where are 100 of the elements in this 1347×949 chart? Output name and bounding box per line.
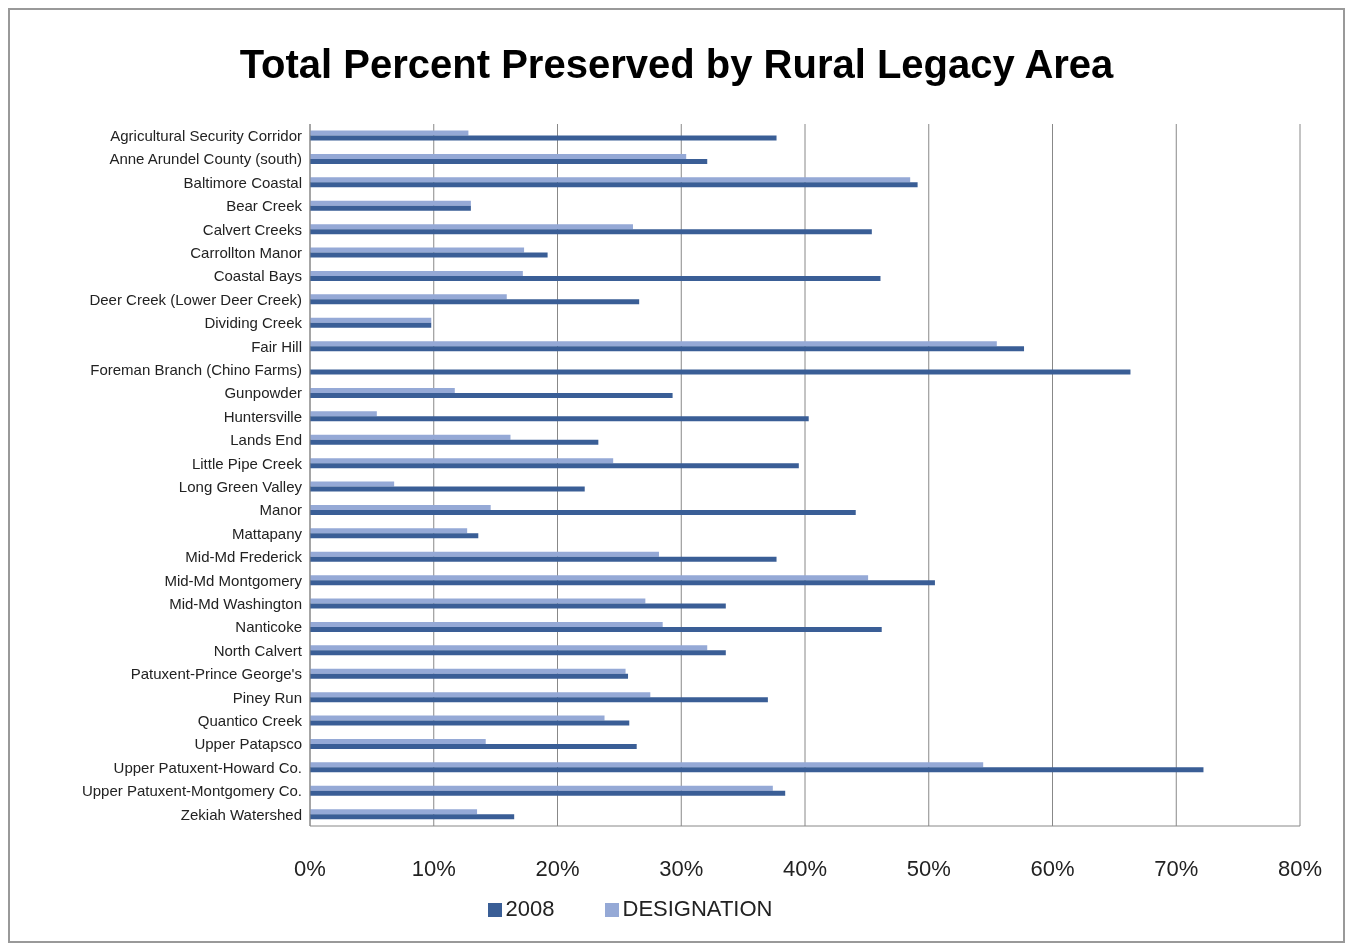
y-tick-label: Quantico Creek (197, 712, 303, 730)
y-tick-label: Piney Run (232, 688, 302, 706)
y-tick-label: Coastal Bays (213, 267, 302, 285)
bar (310, 738, 486, 744)
y-tick-label: North Calvert (213, 641, 303, 659)
bar (310, 416, 809, 422)
y-tick-label: Calvert Creeks (202, 220, 302, 238)
bar (310, 720, 630, 726)
bar (310, 392, 673, 398)
bar (310, 551, 659, 557)
bar (310, 317, 432, 323)
bar (310, 182, 918, 188)
bar (310, 645, 708, 651)
bar (310, 603, 726, 609)
y-tick-label: Anne Arundel County (south) (109, 150, 302, 168)
y-tick-label: Agricultural Security Corridor (110, 127, 302, 145)
bar (310, 130, 469, 136)
bar (310, 814, 515, 820)
x-tick-label: 30% (659, 855, 704, 881)
bar (310, 697, 768, 703)
bar (310, 200, 471, 206)
bar (310, 533, 479, 539)
y-tick-label: Lands End (230, 431, 302, 449)
y-tick-label: Upper Patuxent-Montgomery Co. (81, 782, 302, 800)
bar (310, 509, 856, 515)
y-tick-label: Upper Patuxent-Howard Co. (113, 758, 302, 776)
bar (310, 715, 605, 721)
y-tick-label: Mid-Md Frederick (185, 548, 303, 566)
bar (310, 299, 640, 305)
bar (310, 463, 799, 469)
y-tick-label: Huntersville (223, 407, 302, 425)
bar (310, 743, 637, 749)
x-tick-label: 50% (906, 855, 951, 881)
bar (310, 270, 523, 276)
bar (310, 528, 468, 534)
bar (310, 341, 997, 347)
x-tick-label: 0% (294, 855, 326, 881)
bar (310, 387, 455, 393)
bar (310, 626, 882, 632)
bar (310, 785, 773, 791)
bar (310, 767, 1204, 773)
y-tick-label: Baltimore Coastal (183, 173, 302, 191)
bar (310, 153, 687, 159)
y-tick-label: Long Green Valley (178, 478, 303, 496)
x-tick-label: 60% (1030, 855, 1075, 881)
y-tick-label: Fair Hill (251, 337, 302, 355)
bar (310, 580, 935, 586)
bar (310, 458, 614, 464)
bar (310, 252, 548, 258)
x-tick-label: 80% (1277, 855, 1323, 881)
bar (310, 224, 633, 230)
bar (310, 692, 651, 698)
bar (310, 346, 1025, 352)
y-tick-label: Zekiah Watershed (180, 805, 302, 823)
bar (310, 158, 708, 164)
legend-label: DESIGNATION (622, 896, 773, 921)
y-tick-label: Foreman Branch (Chino Farms) (90, 361, 302, 379)
chart-title: Total Percent Preserved by Rural Legacy Area (238, 42, 1115, 88)
bar (310, 598, 646, 604)
bar (310, 762, 984, 768)
bar (310, 229, 872, 235)
bar (310, 650, 726, 656)
bar (310, 294, 507, 300)
x-tick-label: 40% (782, 855, 828, 881)
bar (310, 205, 471, 211)
y-tick-label: Nanticoke (235, 618, 302, 636)
bar (310, 411, 377, 417)
y-tick-label: Deer Creek (Lower Deer Creek) (89, 290, 302, 308)
bar (310, 369, 1131, 375)
bar (310, 668, 626, 674)
y-tick-label: Bear Creek (226, 197, 303, 215)
bar (310, 575, 869, 581)
y-tick-label: Upper Patapsco (194, 735, 302, 753)
y-tick-label: Mid-Md Washington (169, 595, 302, 613)
bar (310, 556, 777, 562)
bar (310, 322, 432, 328)
bar (310, 434, 511, 440)
bar (310, 481, 395, 487)
y-tick-label: Patuxent-Prince George's (130, 665, 302, 683)
y-tick-label: Mattapany (231, 524, 303, 542)
x-tick-label: 20% (535, 855, 580, 881)
bar (310, 621, 663, 627)
y-tick-label: Dividing Creek (204, 314, 303, 332)
bar (310, 504, 491, 510)
bar (310, 790, 786, 796)
bar (310, 673, 629, 679)
x-tick-label: 70% (1154, 855, 1199, 881)
bar (310, 275, 881, 281)
bar (310, 809, 478, 815)
y-tick-label: Little Pipe Creek (191, 454, 303, 472)
x-tick-label: 10% (411, 855, 456, 881)
bar (310, 247, 525, 253)
bar (310, 486, 585, 492)
legend-label: 2008 (505, 896, 555, 921)
y-tick-label: Mid-Md Montgomery (164, 571, 303, 589)
bar (310, 177, 911, 183)
y-tick-label: Carrollton Manor (190, 244, 302, 262)
y-tick-label: Gunpowder (224, 384, 302, 402)
bar (310, 439, 599, 445)
y-tick-label: Manor (259, 501, 302, 519)
